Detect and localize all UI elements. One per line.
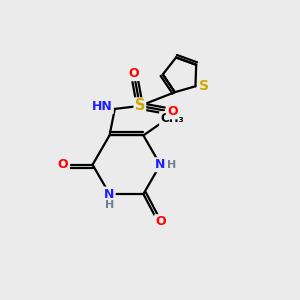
Text: CH₃: CH₃ xyxy=(160,112,184,125)
Text: H: H xyxy=(167,160,176,170)
Text: H: H xyxy=(105,200,114,210)
Text: O: O xyxy=(129,67,139,80)
Text: O: O xyxy=(57,158,68,171)
Text: S: S xyxy=(199,79,209,93)
Text: O: O xyxy=(167,105,178,118)
Text: HN: HN xyxy=(92,100,113,113)
Text: O: O xyxy=(155,215,166,228)
Text: N: N xyxy=(104,188,115,200)
Text: N: N xyxy=(155,158,166,171)
Text: S: S xyxy=(135,98,145,113)
